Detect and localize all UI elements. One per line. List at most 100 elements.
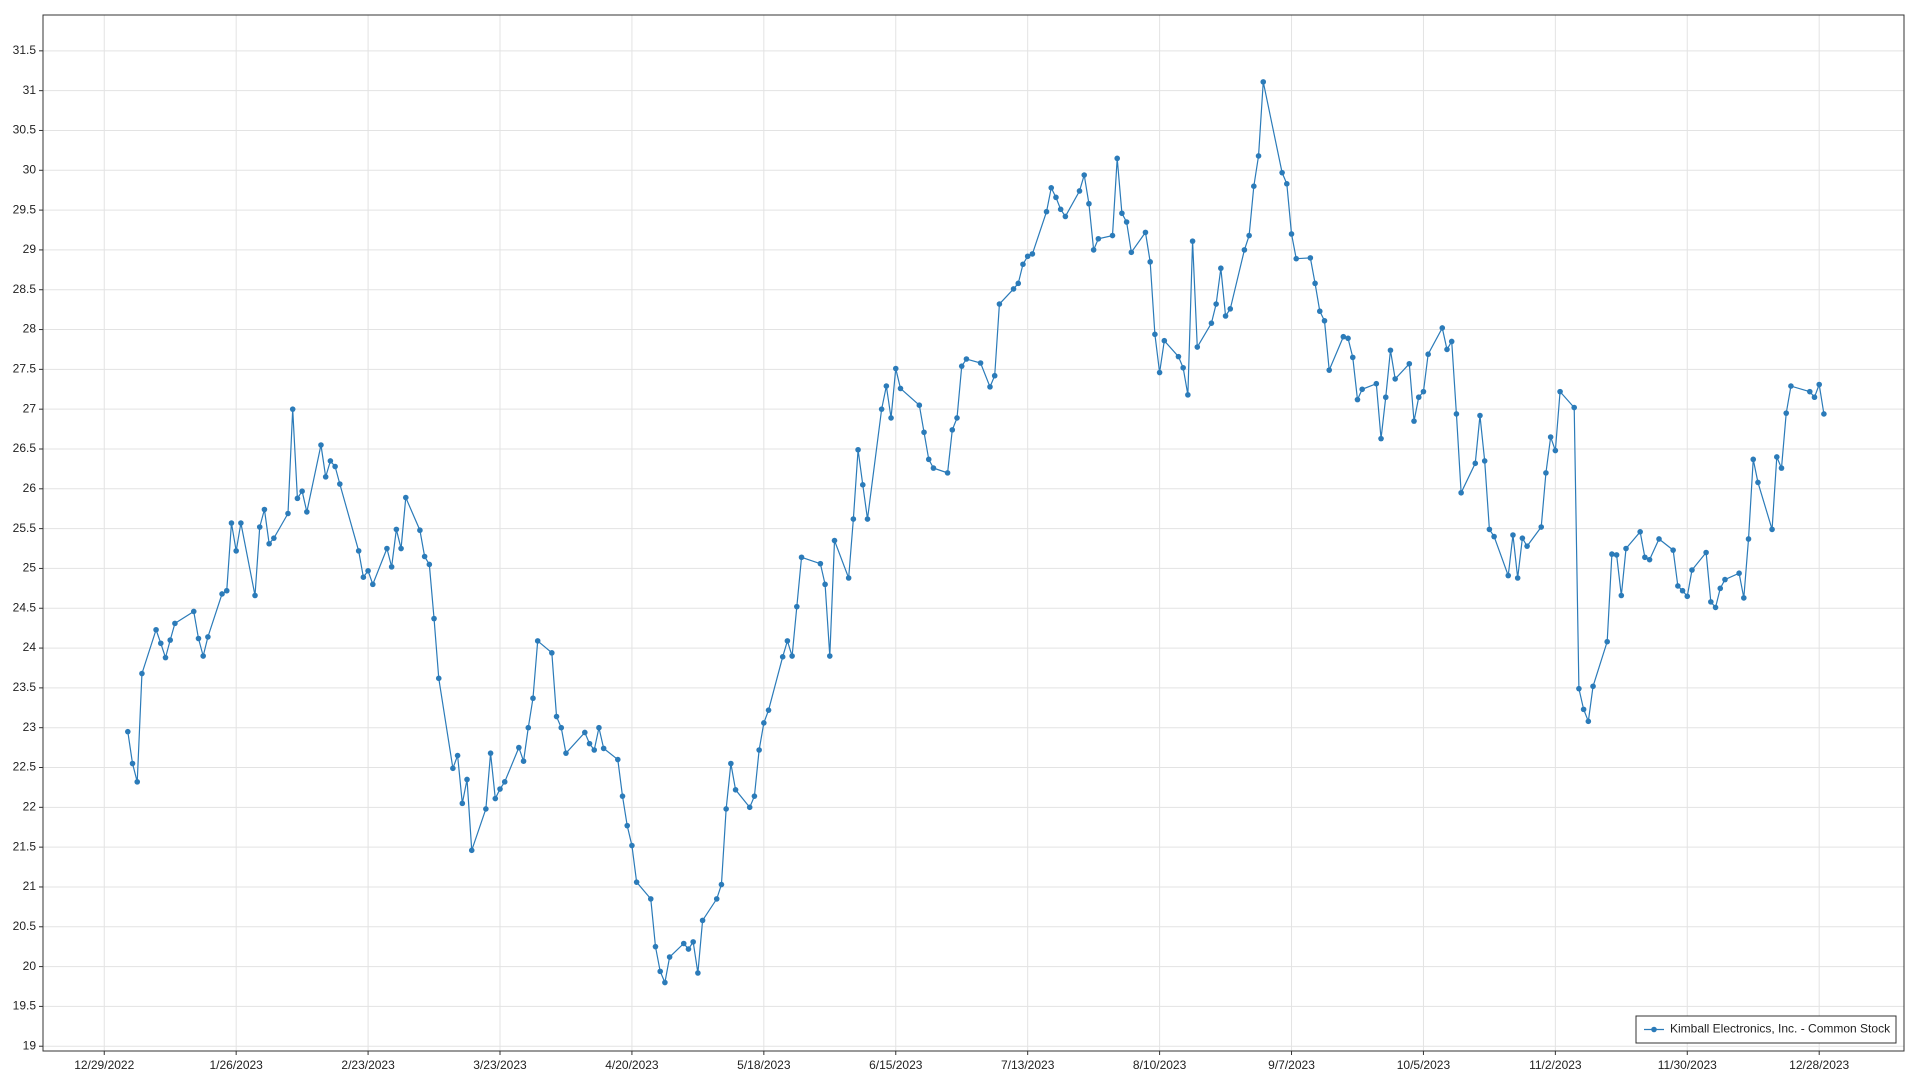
data-point bbox=[1538, 524, 1545, 530]
data-point bbox=[1481, 458, 1488, 464]
data-point bbox=[949, 427, 956, 433]
data-point bbox=[299, 488, 305, 494]
data-point bbox=[1816, 381, 1822, 388]
data-point bbox=[996, 301, 1003, 307]
data-point bbox=[1788, 383, 1794, 389]
data-point bbox=[497, 786, 503, 792]
x-tick-label: 11/2/2023 bbox=[1529, 1058, 1582, 1072]
data-point bbox=[153, 626, 159, 633]
data-point bbox=[1712, 604, 1719, 611]
x-tick-label: 12/28/2023 bbox=[1789, 1058, 1849, 1072]
data-point bbox=[888, 415, 894, 421]
data-point bbox=[944, 470, 951, 476]
data-point bbox=[1189, 238, 1196, 244]
data-point bbox=[883, 383, 890, 389]
data-point bbox=[431, 615, 437, 622]
data-point bbox=[289, 406, 296, 412]
y-tick-label: 30.5 bbox=[13, 123, 37, 137]
data-point bbox=[1637, 529, 1643, 535]
data-point bbox=[1284, 181, 1290, 187]
data-point bbox=[827, 653, 833, 659]
data-point bbox=[789, 653, 795, 659]
data-point bbox=[1613, 552, 1620, 558]
data-point bbox=[256, 524, 263, 530]
data-point bbox=[398, 545, 404, 552]
data-point bbox=[1156, 369, 1163, 376]
data-point bbox=[685, 946, 692, 952]
data-point bbox=[483, 806, 489, 812]
data-point bbox=[954, 415, 960, 421]
data-point bbox=[516, 744, 522, 751]
data-point bbox=[487, 750, 494, 756]
data-point bbox=[1604, 638, 1610, 645]
data-point bbox=[1717, 585, 1724, 592]
data-point bbox=[1524, 543, 1530, 549]
data-point bbox=[582, 729, 588, 736]
data-point bbox=[1811, 394, 1818, 401]
x-tick-label: 10/5/2023 bbox=[1397, 1058, 1451, 1072]
data-point bbox=[1755, 479, 1761, 486]
data-point bbox=[855, 446, 861, 453]
data-point bbox=[1722, 576, 1728, 583]
data-point bbox=[468, 847, 475, 854]
data-point bbox=[1090, 247, 1097, 253]
data-point bbox=[1175, 353, 1182, 360]
y-tick-label: 25 bbox=[23, 561, 37, 575]
y-tick-label: 27.5 bbox=[13, 362, 37, 376]
series-line bbox=[127, 81, 1825, 985]
data-point bbox=[925, 456, 932, 463]
data-point bbox=[525, 724, 532, 731]
data-point bbox=[365, 568, 371, 574]
data-point bbox=[1642, 554, 1648, 561]
data-point bbox=[1010, 286, 1017, 292]
y-tick-label: 19 bbox=[23, 1038, 37, 1052]
x-tick-label: 12/29/2022 bbox=[74, 1058, 134, 1072]
data-point bbox=[1519, 535, 1526, 541]
data-point bbox=[1279, 169, 1285, 176]
data-point bbox=[233, 548, 239, 554]
data-point bbox=[1571, 404, 1578, 411]
data-point bbox=[958, 363, 965, 369]
data-point bbox=[1024, 253, 1031, 260]
data-point bbox=[1510, 532, 1516, 538]
data-point bbox=[794, 603, 800, 610]
data-point bbox=[666, 954, 673, 960]
data-point bbox=[1656, 536, 1662, 542]
data-point bbox=[450, 765, 456, 772]
data-point bbox=[219, 591, 225, 597]
data-point bbox=[690, 939, 696, 945]
data-point bbox=[864, 516, 871, 522]
data-point bbox=[921, 429, 927, 436]
y-tick-label: 26 bbox=[23, 481, 37, 495]
data-point bbox=[991, 372, 998, 379]
data-point bbox=[261, 506, 268, 513]
data-point bbox=[1477, 412, 1483, 419]
data-point bbox=[1576, 685, 1582, 692]
data-point bbox=[1378, 435, 1384, 442]
data-point bbox=[1745, 536, 1752, 542]
data-point bbox=[304, 509, 310, 515]
data-point bbox=[167, 637, 174, 643]
data-point bbox=[916, 402, 923, 408]
data-point bbox=[205, 634, 211, 640]
data-point bbox=[1547, 434, 1554, 440]
data-point bbox=[831, 537, 838, 544]
data-point bbox=[464, 776, 470, 783]
data-point bbox=[977, 360, 984, 366]
data-point bbox=[1185, 392, 1191, 398]
data-point bbox=[963, 356, 970, 362]
data-point bbox=[1161, 337, 1168, 344]
data-point bbox=[1590, 683, 1596, 690]
data-point bbox=[1029, 251, 1036, 257]
data-point bbox=[1557, 388, 1563, 395]
y-tick-label: 20.5 bbox=[13, 919, 37, 933]
data-point bbox=[1123, 219, 1130, 225]
data-point bbox=[1689, 567, 1695, 573]
data-point bbox=[859, 482, 866, 488]
y-tick-label: 25.5 bbox=[13, 521, 37, 535]
data-point bbox=[454, 752, 461, 759]
data-point bbox=[897, 385, 904, 392]
data-point bbox=[1439, 325, 1446, 331]
data-point bbox=[1260, 79, 1267, 85]
data-point bbox=[1109, 232, 1116, 239]
